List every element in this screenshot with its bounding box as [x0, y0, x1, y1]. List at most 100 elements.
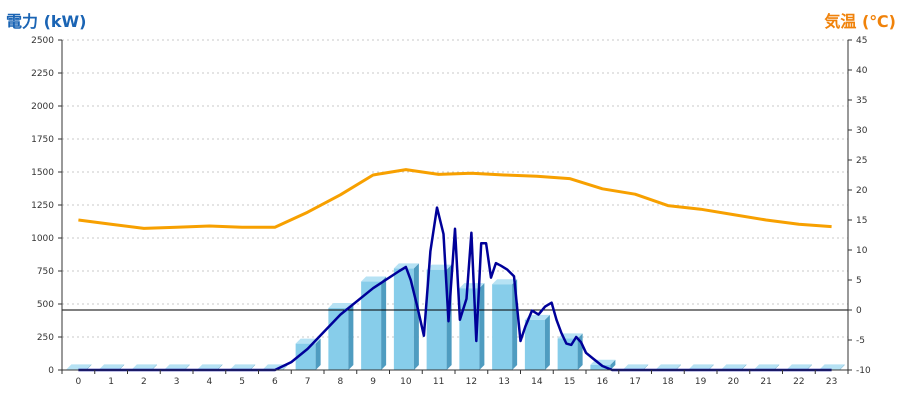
- y-left-axis-title: 電力 (kW): [6, 12, 87, 31]
- bar-side: [741, 364, 747, 370]
- bar-side: [675, 364, 681, 370]
- x-tick-label: 8: [338, 377, 344, 387]
- y-right-tick-label: 0: [856, 306, 862, 316]
- x-tick-label: 6: [272, 377, 278, 387]
- x-tick-label: 13: [498, 377, 509, 387]
- y-left-tick-label: 1250: [31, 201, 54, 211]
- bar-front: [361, 281, 382, 370]
- y-left-tick-label: 0: [48, 366, 54, 376]
- bar-side: [119, 364, 125, 370]
- temperature-line: [78, 168, 832, 230]
- x-tick-label: 16: [597, 377, 609, 387]
- x-tick-label: 3: [174, 377, 180, 387]
- bar-front: [295, 343, 316, 370]
- bar-side: [708, 364, 714, 370]
- x-tick-label: 22: [793, 377, 804, 387]
- bar-front: [492, 284, 513, 370]
- x-tick-label: 10: [400, 377, 412, 387]
- y-right-tick-label: -5: [856, 336, 865, 346]
- bar-top: [99, 364, 125, 370]
- y-left-tick-label: 2500: [31, 36, 54, 46]
- bar-front: [590, 364, 611, 370]
- bar: [393, 263, 419, 370]
- bar-top: [819, 364, 845, 370]
- x-tick-label: 0: [76, 377, 82, 387]
- bar-side: [86, 364, 92, 370]
- x-tick-label: 14: [531, 377, 543, 387]
- bar-side: [151, 364, 157, 370]
- gridlines: [62, 39, 848, 338]
- y-left-tick-label: 750: [37, 267, 54, 277]
- y-right-tick-label: 45: [856, 36, 867, 46]
- bar-side: [315, 338, 321, 370]
- x-tick-label: 2: [141, 377, 147, 387]
- y-right-tick-label: 20: [856, 186, 868, 196]
- power-line: [78, 206, 832, 372]
- x-tick-label: 12: [466, 377, 477, 387]
- bar-side: [774, 364, 780, 370]
- x-tick-label: 9: [370, 377, 376, 387]
- x-tick-label: 1: [108, 377, 114, 387]
- bar-front: [393, 268, 414, 370]
- bar-top: [786, 364, 812, 370]
- axes: 02505007501000125015001750200022502500-1…: [31, 36, 871, 387]
- bar: [361, 276, 387, 370]
- bar-side: [217, 364, 223, 370]
- bar: [492, 279, 518, 370]
- bar-series: [66, 263, 845, 370]
- bar-top: [754, 364, 780, 370]
- bar-top: [328, 302, 354, 308]
- x-tick-label: 11: [433, 377, 444, 387]
- bar-front: [426, 269, 447, 370]
- bar-side: [348, 302, 354, 370]
- y-right-tick-label: 5: [856, 276, 862, 286]
- bar: [459, 283, 485, 370]
- bar: [524, 314, 550, 370]
- x-tick-label: 20: [728, 377, 740, 387]
- y-right-tick-label: 10: [856, 246, 868, 256]
- bar-side: [282, 364, 288, 370]
- bar-top: [688, 364, 714, 370]
- bar-top: [164, 364, 190, 370]
- bar-side: [544, 314, 550, 370]
- bar: [295, 338, 321, 370]
- bar-top: [131, 364, 157, 370]
- y-right-tick-label: 30: [856, 126, 868, 136]
- bar-top: [655, 364, 681, 370]
- x-tick-label: 5: [239, 377, 245, 387]
- y-right-tick-label: 35: [856, 96, 867, 106]
- bar-side: [839, 364, 845, 370]
- bar-top: [623, 364, 649, 370]
- bar-top: [197, 364, 223, 370]
- x-tick-label: 23: [826, 377, 837, 387]
- x-tick-label: 4: [207, 377, 213, 387]
- bar-top: [721, 364, 747, 370]
- y-left-tick-label: 250: [37, 333, 54, 343]
- y-right-tick-label: -10: [856, 366, 871, 376]
- y-left-tick-label: 2000: [31, 102, 54, 112]
- bar-top: [230, 364, 256, 370]
- bar-top: [492, 279, 518, 285]
- bar-top: [361, 276, 387, 282]
- bar-side: [250, 364, 256, 370]
- bar-side: [479, 283, 485, 370]
- bar-side: [610, 359, 616, 370]
- bar-front: [524, 319, 545, 370]
- bar-side: [381, 276, 387, 370]
- x-tick-label: 21: [760, 377, 771, 387]
- y-right-tick-label: 40: [856, 66, 868, 76]
- line-series: [78, 168, 832, 372]
- x-tick-label: 7: [305, 377, 311, 387]
- bar-side: [643, 364, 649, 370]
- y-left-tick-label: 500: [37, 300, 54, 310]
- x-tick-label: 18: [662, 377, 674, 387]
- y-right-tick-label: 15: [856, 216, 867, 226]
- x-tick-label: 15: [564, 377, 575, 387]
- bar-side: [413, 263, 419, 370]
- x-tick-label: 19: [695, 377, 707, 387]
- bar-side: [184, 364, 190, 370]
- y-left-tick-label: 1750: [31, 135, 54, 145]
- bar-top: [524, 314, 550, 320]
- bar-top: [66, 364, 92, 370]
